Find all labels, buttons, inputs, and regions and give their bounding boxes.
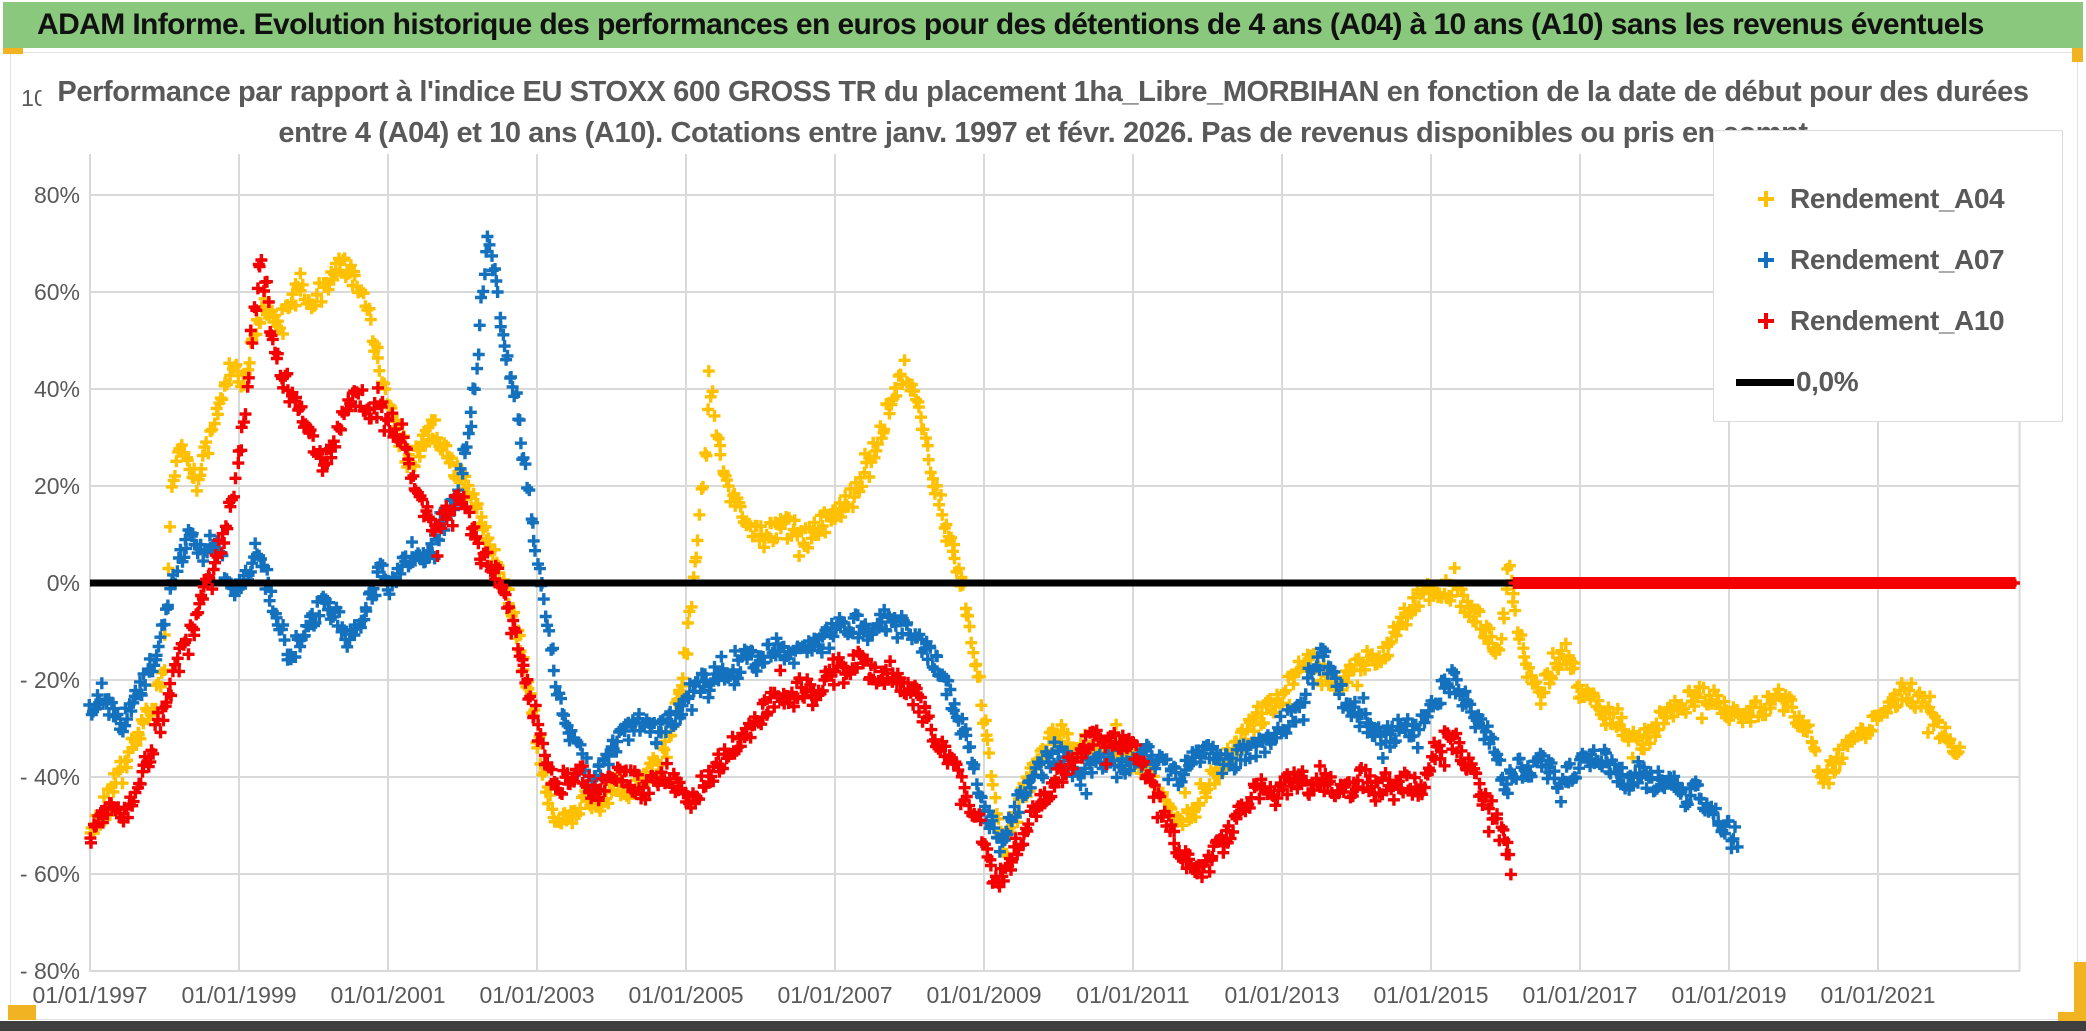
y-tick-label: 60% (33, 279, 80, 305)
x-tick-label: 01/01/2017 (1522, 982, 1638, 1008)
x-tick-label: 01/01/2009 (926, 982, 1042, 1008)
frame-accent-top-right (2072, 48, 2083, 62)
plot-area (89, 97, 2021, 972)
legend: Rendement_A04 Rendement_A07 Rendement_A1… (1713, 130, 2063, 422)
legend-label: Rendement_A10 (1790, 305, 2005, 336)
x-tick-label: 01/01/2003 (479, 982, 595, 1008)
header-title: ADAM Informe. Evolution historique des p… (37, 8, 1984, 41)
legend-label: 0,0% (1796, 366, 1859, 397)
x-tick-label: 01/01/2019 (1671, 982, 1787, 1008)
x-tick-label: 01/01/2001 (330, 982, 446, 1008)
x-tick-label: 01/01/2015 (1373, 982, 1489, 1008)
chart-title-line2: entre 4 (A04) et 10 ans (A10). Cotations… (278, 117, 1808, 149)
frame-accent-bottom-right-vertical (2074, 962, 2086, 1026)
y-tick-label: 0% (46, 570, 80, 596)
plus-marker-icon (1754, 309, 1778, 333)
y-tick-label: - 60% (19, 861, 80, 887)
y-tick-label: 20% (33, 473, 80, 499)
legend-item-rendement-a10: Rendement_A10 (1714, 299, 2062, 343)
frame-accent-top-left (3, 48, 23, 54)
x-tick-label: 01/01/2013 (1224, 982, 1340, 1008)
chart-title-line1: Performance par rapport à l'indice EU ST… (57, 76, 2029, 108)
y-tick-label: - 20% (19, 667, 80, 693)
legend-label: Rendement_A04 (1790, 183, 2005, 214)
plus-marker-icon (1754, 248, 1778, 272)
x-tick-label: 01/01/2007 (777, 982, 893, 1008)
legend-item-rendement-a07: Rendement_A07 (1714, 238, 2062, 282)
bottom-bar (0, 1021, 2086, 1031)
y-tick-label: - 80% (19, 958, 80, 984)
legend-label: Rendement_A07 (1790, 244, 2005, 275)
header-bar: ADAM Informe. Evolution historique des p… (3, 2, 2083, 48)
chart-title: Performance par rapport à l'indice EU ST… (41, 72, 2045, 154)
y-tick-label: 40% (33, 376, 80, 402)
plus-marker-icon (1754, 187, 1778, 211)
frame-accent-bottom-left (8, 1005, 36, 1020)
x-tick-label: 01/01/2011 (1076, 982, 1190, 1008)
x-tick-label: 01/01/1999 (181, 982, 297, 1008)
x-tick-label: 01/01/2005 (628, 982, 744, 1008)
y-tick-label: 80% (33, 182, 80, 208)
series-Rendement_A10 (84, 254, 1517, 893)
legend-item-zero-line: 0,0% (1714, 360, 2062, 404)
legend-item-rendement-a04: Rendement_A04 (1714, 177, 2062, 221)
y-tick-label: - 40% (19, 764, 80, 790)
zero-line-icon (1736, 378, 1794, 386)
x-tick-label: 01/01/2021 (1820, 982, 1936, 1008)
a10-zero-segment-markers (1508, 577, 2020, 589)
x-tick-label: 01/01/1997 (32, 982, 148, 1008)
